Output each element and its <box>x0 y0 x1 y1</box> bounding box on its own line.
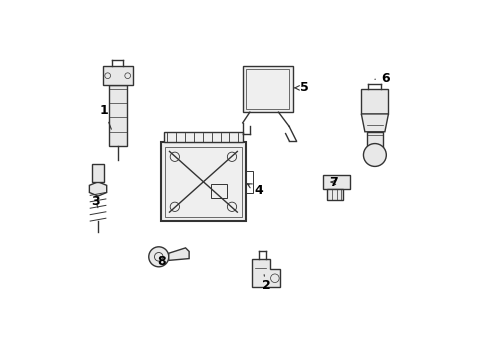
Bar <box>366 132 382 150</box>
Circle shape <box>148 247 168 267</box>
Bar <box>108 85 126 146</box>
Bar <box>323 175 349 189</box>
Bar <box>246 171 253 193</box>
Bar <box>242 66 292 112</box>
Bar <box>361 89 387 114</box>
Text: 7: 7 <box>329 176 338 189</box>
Bar <box>326 189 342 200</box>
Bar <box>91 164 104 182</box>
Bar <box>246 69 288 109</box>
Bar <box>164 132 242 143</box>
Text: 1: 1 <box>100 104 111 129</box>
Circle shape <box>363 144 386 166</box>
Text: 2: 2 <box>261 275 270 292</box>
Bar <box>160 143 246 221</box>
Polygon shape <box>251 258 280 287</box>
Polygon shape <box>168 248 189 260</box>
Text: 6: 6 <box>374 72 389 85</box>
Bar <box>102 66 132 85</box>
Bar <box>164 147 242 217</box>
Bar <box>210 184 226 198</box>
Text: 4: 4 <box>247 184 263 197</box>
Polygon shape <box>361 114 387 132</box>
Polygon shape <box>89 182 106 196</box>
Text: 8: 8 <box>157 255 165 268</box>
Text: 5: 5 <box>294 81 308 94</box>
Text: 3: 3 <box>91 195 100 208</box>
